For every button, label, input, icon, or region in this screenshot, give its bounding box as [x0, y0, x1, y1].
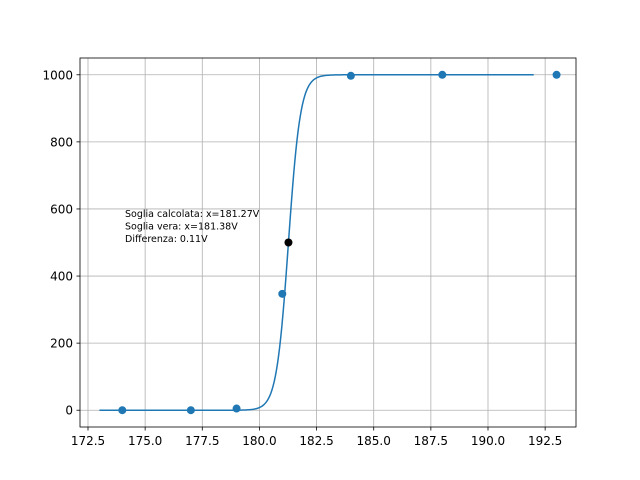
annotation-line-1: Soglia calcolata: x=181.27V — [125, 209, 260, 220]
y-tick-label: 800 — [50, 135, 73, 149]
data-point — [232, 404, 241, 413]
x-tick-label: 190.0 — [471, 434, 505, 448]
annotation-line-3: Differenza: 0.11V — [125, 234, 208, 245]
data-point — [118, 406, 127, 415]
data-point — [278, 289, 287, 298]
plot-area — [99, 70, 561, 415]
annotation-line-2: Soglia vera: x=181.38V — [125, 222, 238, 233]
x-tick-label: 185.0 — [357, 434, 391, 448]
threshold-point — [284, 238, 293, 247]
data-point — [438, 70, 447, 79]
annotation: Soglia calcolata: x=181.27V Soglia vera:… — [125, 209, 260, 245]
grid — [80, 58, 576, 427]
data-point — [346, 71, 355, 80]
x-tick-label: 187.5 — [414, 434, 448, 448]
y-tick-label: 1000 — [42, 68, 73, 82]
y-tick-label: 400 — [50, 270, 73, 284]
y-tick-label: 0 — [65, 404, 73, 418]
y-tick-label: 200 — [50, 337, 73, 351]
x-tick-label: 182.5 — [299, 434, 333, 448]
axes: 172.5 175.0 177.5 180.0 182.5 185.0 187.5 190.0… — [42, 57, 577, 448]
x-tick-label: 180.0 — [242, 434, 276, 448]
fit-curve-line — [99, 74, 534, 411]
data-point — [186, 406, 195, 415]
x-tick-label: 172.5 — [71, 434, 105, 448]
x-tick-label: 192.5 — [528, 434, 562, 448]
axes-frame — [79, 57, 577, 428]
x-tick-label: 175.0 — [128, 434, 162, 448]
data-point — [552, 70, 561, 79]
y-tick-label: 600 — [50, 202, 73, 216]
x-tick-label: 177.5 — [185, 434, 219, 448]
